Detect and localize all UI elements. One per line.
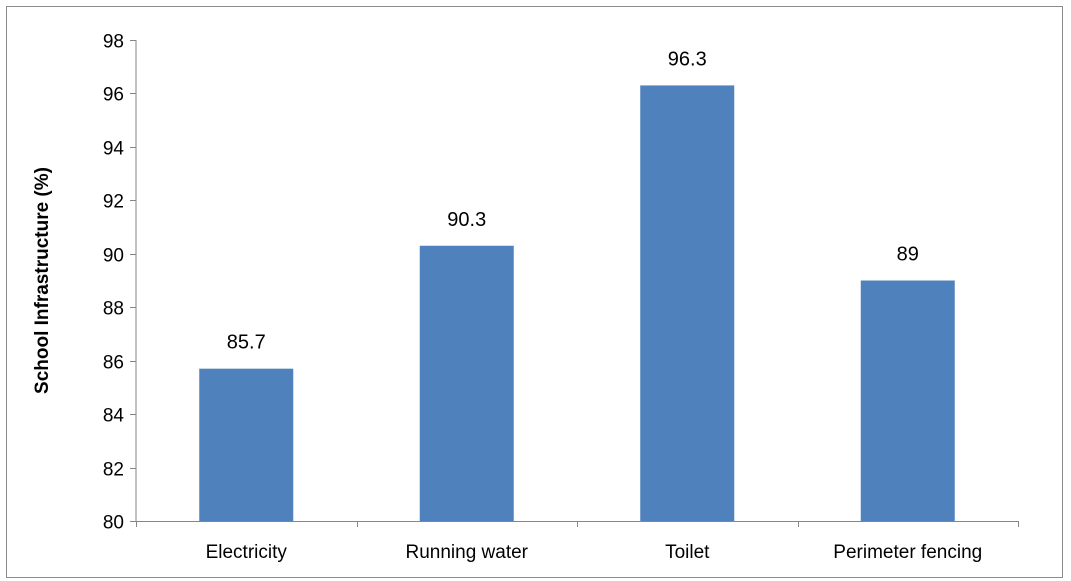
x-tick-label: Running water <box>405 542 528 563</box>
x-axis: Electricity Running water Toilet Perimeter … <box>136 521 1019 563</box>
y-tick-label: 96 <box>103 85 124 106</box>
bar <box>640 85 735 521</box>
y-tick-label: 98 <box>103 32 124 53</box>
y-axis: 80 82 84 86 88 90 92 94 96 98 <box>103 32 137 534</box>
y-tick-label: 90 <box>103 246 124 267</box>
data-label: 89 <box>897 244 919 266</box>
bars-group <box>199 85 955 521</box>
x-tick-label: Perimeter fencing <box>833 542 982 563</box>
y-tick-label: 86 <box>103 353 124 374</box>
x-tick-label: Toilet <box>665 542 710 563</box>
y-tick-label: 92 <box>103 192 124 213</box>
y-axis-title: School Infrastructure (%) <box>32 167 53 394</box>
data-label: 96.3 <box>668 48 707 70</box>
bar <box>860 280 955 521</box>
x-tick-label: Electricity <box>206 542 288 563</box>
y-tick-label: 84 <box>103 406 125 427</box>
data-label: 90.3 <box>447 209 486 231</box>
y-axis-title-group: School Infrastructure (%) <box>32 167 53 394</box>
bar <box>199 368 294 521</box>
y-tick-label: 80 <box>103 513 124 534</box>
y-tick-label: 94 <box>103 139 125 160</box>
y-tick-label: 88 <box>103 299 124 320</box>
data-labels-group: 85.7 90.3 96.3 89 <box>227 48 919 353</box>
bar <box>419 245 514 521</box>
y-tick-label: 82 <box>103 460 124 481</box>
data-label: 85.7 <box>227 332 266 354</box>
